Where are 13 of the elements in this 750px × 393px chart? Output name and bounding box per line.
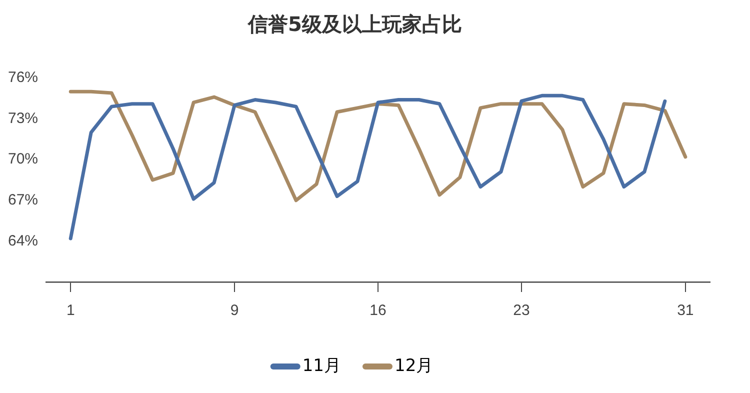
x-tick-label: 31	[677, 302, 694, 320]
legend-label: 11月	[302, 356, 342, 376]
y-tick-label: 67%	[8, 192, 38, 209]
x-tick-label: 9	[230, 302, 239, 320]
y-tick-label: 76%	[8, 69, 38, 86]
x-tick-label: 23	[513, 302, 530, 320]
x-tick-label: 1	[66, 302, 75, 320]
x-tick-label: 16	[370, 302, 386, 320]
y-tick-label: 73%	[8, 110, 38, 127]
y-tick-label: 64%	[8, 232, 38, 250]
y-tick-label: 70%	[8, 150, 38, 168]
chart-title: 信誉5级及以上玩家占比	[247, 12, 462, 36]
legend-label: 12月	[394, 356, 434, 376]
